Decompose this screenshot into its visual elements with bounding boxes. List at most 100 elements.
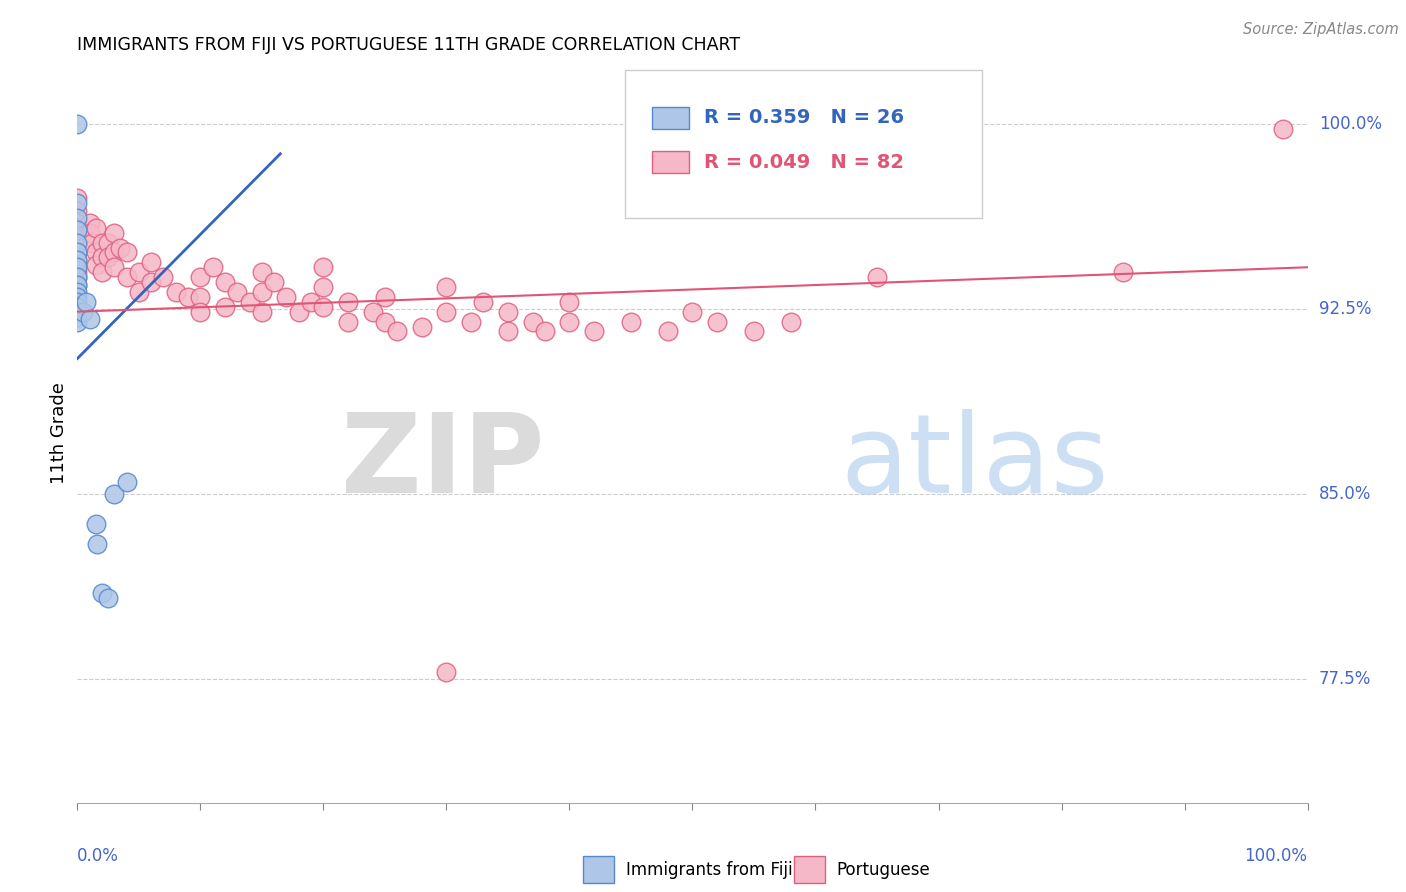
Point	[84, 245, 107, 260]
Point	[361, 304, 384, 318]
Point	[66, 310, 89, 324]
Point	[79, 312, 101, 326]
Point	[66, 260, 89, 275]
Point	[79, 226, 101, 240]
Point	[90, 265, 114, 279]
FancyBboxPatch shape	[624, 70, 981, 218]
Point	[177, 290, 200, 304]
Point	[90, 235, 114, 250]
Point	[66, 211, 89, 225]
Point	[66, 252, 89, 267]
Point	[288, 304, 311, 318]
Point	[66, 196, 89, 211]
Point	[141, 275, 163, 289]
Point	[742, 325, 765, 339]
Point	[79, 216, 101, 230]
Point	[201, 260, 224, 275]
Text: 100.0%: 100.0%	[1244, 847, 1308, 865]
Point	[188, 304, 212, 318]
Point	[84, 258, 107, 272]
Point	[299, 294, 322, 309]
Point	[66, 277, 89, 292]
Point	[66, 285, 89, 299]
Point	[141, 255, 163, 269]
Point	[103, 260, 125, 275]
Point	[337, 294, 360, 309]
Point	[214, 300, 236, 314]
Point	[263, 275, 285, 289]
Point	[84, 516, 107, 531]
Point	[90, 251, 114, 265]
Point	[115, 245, 138, 260]
Point	[66, 265, 89, 279]
Point	[66, 223, 89, 237]
Point	[374, 314, 396, 328]
Point	[128, 265, 150, 279]
Point	[115, 270, 138, 285]
Point	[66, 294, 89, 309]
Point	[657, 325, 679, 339]
FancyBboxPatch shape	[652, 107, 689, 129]
Point	[72, 304, 94, 318]
Point	[66, 314, 89, 328]
Point	[66, 220, 89, 235]
Point	[780, 314, 803, 328]
Text: 77.5%: 77.5%	[1319, 671, 1371, 689]
Point	[115, 475, 138, 489]
Point	[1272, 122, 1295, 136]
Point	[66, 235, 89, 250]
Point	[436, 304, 458, 318]
Point	[66, 216, 89, 230]
Point	[66, 252, 89, 267]
Point	[312, 300, 335, 314]
Text: IMMIGRANTS FROM FIJI VS PORTUGUESE 11TH GRADE CORRELATION CHART: IMMIGRANTS FROM FIJI VS PORTUGUESE 11TH …	[77, 36, 741, 54]
Point	[103, 487, 125, 501]
Point	[188, 290, 212, 304]
Text: R = 0.049   N = 82: R = 0.049 N = 82	[703, 153, 904, 172]
Point	[558, 314, 581, 328]
Point	[496, 325, 519, 339]
Point	[152, 270, 174, 285]
Point	[66, 203, 89, 218]
Point	[66, 304, 89, 318]
Point	[620, 314, 643, 328]
Point	[436, 280, 458, 294]
Text: Source: ZipAtlas.com: Source: ZipAtlas.com	[1243, 22, 1399, 37]
Point	[66, 277, 89, 292]
Point	[165, 285, 187, 299]
Point	[66, 270, 89, 285]
Point	[188, 270, 212, 285]
Point	[86, 537, 108, 551]
Point	[1112, 265, 1135, 279]
Point	[66, 290, 89, 304]
Point	[496, 304, 519, 318]
Point	[706, 314, 728, 328]
Point	[250, 265, 273, 279]
Point	[66, 245, 89, 260]
Point	[534, 325, 557, 339]
Point	[75, 294, 97, 309]
Point	[558, 294, 581, 309]
Point	[103, 226, 125, 240]
Point	[460, 314, 482, 328]
Point	[226, 285, 249, 299]
Point	[97, 251, 120, 265]
Text: R = 0.359   N = 26: R = 0.359 N = 26	[703, 109, 904, 128]
Text: 92.5%: 92.5%	[1319, 301, 1371, 318]
Point	[66, 270, 89, 285]
Text: ZIP: ZIP	[342, 409, 546, 516]
Text: atlas: atlas	[841, 409, 1108, 516]
Point	[66, 235, 89, 250]
Point	[66, 228, 89, 243]
Point	[66, 300, 89, 314]
Point	[90, 586, 114, 600]
Point	[337, 314, 360, 328]
Point	[66, 260, 89, 275]
Point	[682, 304, 704, 318]
Point	[374, 290, 396, 304]
Point	[84, 220, 107, 235]
Point	[866, 270, 889, 285]
Point	[472, 294, 495, 309]
Point	[214, 275, 236, 289]
Point	[128, 285, 150, 299]
